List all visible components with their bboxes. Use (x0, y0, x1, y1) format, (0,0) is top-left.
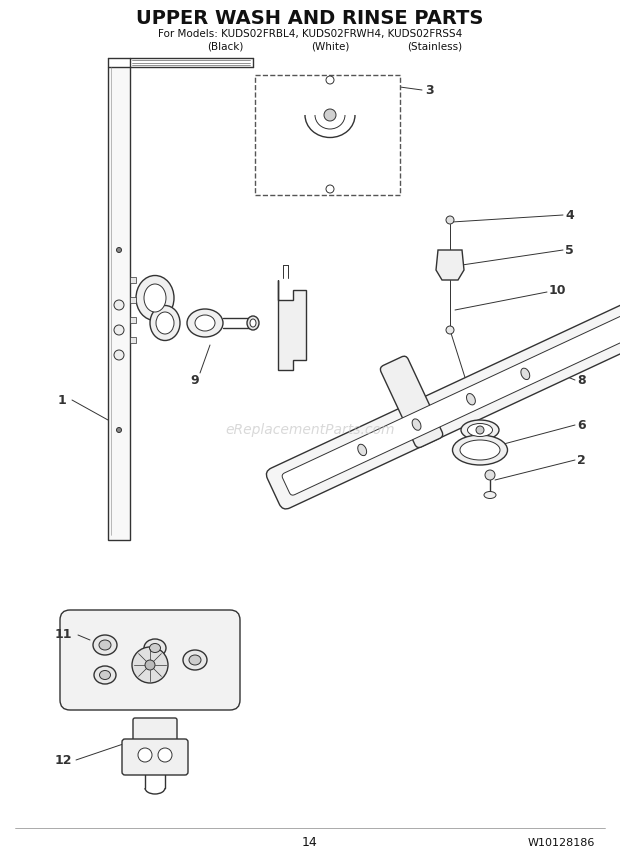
Bar (130, 297, 136, 303)
Ellipse shape (453, 435, 508, 465)
Ellipse shape (358, 444, 366, 455)
Circle shape (114, 350, 124, 360)
Ellipse shape (466, 394, 476, 405)
FancyBboxPatch shape (108, 67, 130, 540)
Ellipse shape (183, 650, 207, 670)
Polygon shape (436, 250, 464, 280)
Circle shape (446, 216, 454, 224)
Text: 6: 6 (577, 419, 586, 431)
Circle shape (324, 109, 336, 121)
Circle shape (138, 748, 152, 762)
Ellipse shape (99, 670, 110, 680)
FancyBboxPatch shape (282, 294, 620, 495)
Circle shape (476, 426, 484, 434)
Ellipse shape (250, 319, 256, 327)
Bar (130, 277, 136, 283)
Text: 1: 1 (58, 394, 66, 407)
Text: (White): (White) (311, 41, 349, 51)
Circle shape (326, 76, 334, 84)
Ellipse shape (187, 309, 223, 337)
Ellipse shape (195, 315, 215, 331)
Text: 9: 9 (191, 373, 199, 387)
Ellipse shape (150, 306, 180, 341)
Text: 11: 11 (55, 628, 73, 641)
Ellipse shape (156, 312, 174, 334)
Text: 10: 10 (549, 283, 567, 296)
Circle shape (446, 326, 454, 334)
Circle shape (132, 647, 168, 683)
Ellipse shape (144, 639, 166, 657)
Ellipse shape (149, 644, 161, 652)
Text: 12: 12 (55, 753, 73, 766)
FancyBboxPatch shape (255, 75, 400, 195)
Ellipse shape (136, 276, 174, 320)
Text: 8: 8 (577, 373, 586, 387)
Circle shape (117, 427, 122, 432)
Text: 4: 4 (565, 209, 574, 222)
Text: (Stainless): (Stainless) (407, 41, 463, 51)
FancyBboxPatch shape (60, 610, 240, 710)
Ellipse shape (144, 284, 166, 312)
Bar (130, 337, 136, 343)
Ellipse shape (467, 424, 492, 437)
Text: (Black): (Black) (207, 41, 243, 51)
Ellipse shape (461, 420, 499, 440)
Bar (130, 317, 136, 323)
Circle shape (117, 247, 122, 253)
Text: For Models: KUDS02FRBL4, KUDS02FRWH4, KUDS02FRSS4: For Models: KUDS02FRBL4, KUDS02FRWH4, KU… (158, 29, 462, 39)
Circle shape (158, 748, 172, 762)
Circle shape (326, 185, 334, 193)
Ellipse shape (94, 666, 116, 684)
Text: W10128186: W10128186 (528, 838, 595, 848)
Text: eReplacementParts.com: eReplacementParts.com (225, 423, 395, 437)
Text: UPPER WASH AND RINSE PARTS: UPPER WASH AND RINSE PARTS (136, 9, 484, 27)
Ellipse shape (412, 419, 421, 431)
Circle shape (114, 325, 124, 335)
FancyBboxPatch shape (267, 281, 620, 509)
Circle shape (145, 660, 155, 670)
FancyBboxPatch shape (122, 739, 188, 775)
Text: 14: 14 (302, 836, 318, 849)
Ellipse shape (99, 640, 111, 650)
Polygon shape (278, 280, 306, 370)
Ellipse shape (484, 491, 496, 498)
Ellipse shape (460, 440, 500, 460)
FancyBboxPatch shape (381, 356, 443, 448)
Ellipse shape (521, 368, 529, 379)
Ellipse shape (189, 655, 201, 665)
Circle shape (114, 300, 124, 310)
Text: 2: 2 (577, 454, 586, 467)
Ellipse shape (247, 316, 259, 330)
Text: 3: 3 (425, 84, 433, 97)
Text: 5: 5 (565, 243, 574, 257)
Ellipse shape (93, 635, 117, 655)
Circle shape (485, 470, 495, 480)
FancyBboxPatch shape (133, 718, 177, 747)
